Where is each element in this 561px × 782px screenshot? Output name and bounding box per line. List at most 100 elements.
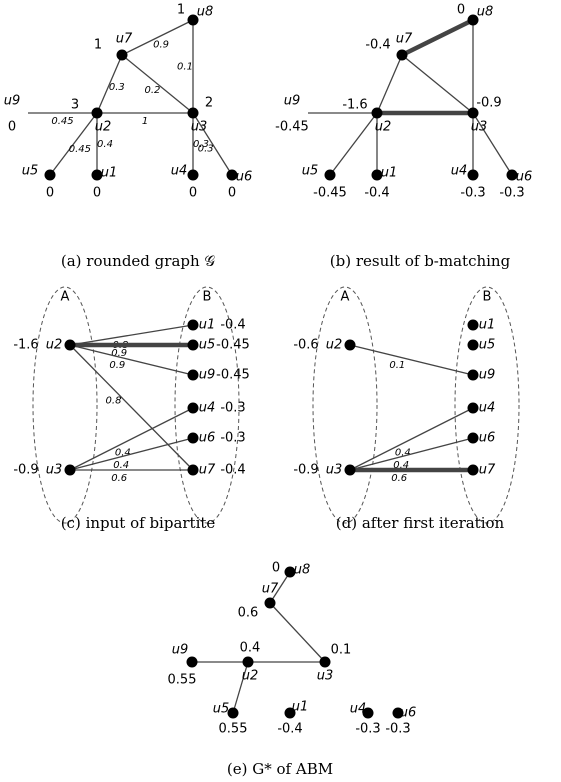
edge-weight: 0.4 <box>393 460 409 471</box>
node <box>187 319 199 331</box>
node-value: 0 <box>93 186 101 201</box>
node-value: -0.45 <box>216 338 250 353</box>
edge <box>472 112 513 176</box>
node-label: u3 <box>471 120 488 135</box>
node <box>186 656 198 668</box>
node-label: u5 <box>479 338 496 353</box>
edge-weight: 0.3 <box>109 82 125 93</box>
node <box>284 707 296 719</box>
node-label: u4 <box>479 401 496 416</box>
node-value: 3 <box>71 98 79 113</box>
node <box>344 339 356 351</box>
edge-weight: 0.45 <box>51 116 73 127</box>
node-label: u6 <box>516 170 533 185</box>
node-label: u9 <box>4 94 21 109</box>
node <box>226 169 238 181</box>
node-label: u8 <box>477 5 494 20</box>
edge <box>349 437 474 471</box>
node <box>227 707 239 719</box>
node-label: u3 <box>326 463 343 478</box>
edge <box>401 54 474 114</box>
node <box>506 169 518 181</box>
node-value: 0.6 <box>238 606 259 621</box>
node-value: -0.4 <box>277 722 302 737</box>
node-label: u5 <box>302 164 319 179</box>
node-value: -0.9 <box>476 96 501 111</box>
node <box>319 656 331 668</box>
node <box>116 49 128 61</box>
node-value: -0.3 <box>460 186 485 201</box>
node-value: -0.3 <box>220 401 245 416</box>
node <box>362 707 374 719</box>
edge <box>69 344 194 376</box>
edge-weight: 0.6 <box>391 473 407 484</box>
node-label: u9 <box>172 643 189 658</box>
node <box>264 597 276 609</box>
node-label: u4 <box>451 164 468 179</box>
node <box>467 169 479 181</box>
edge-weight: 0.4 <box>395 447 411 458</box>
node-label: u8 <box>294 563 311 578</box>
edge <box>269 571 291 604</box>
caption: (a) rounded graph 𝒢 <box>61 252 216 270</box>
node-value: -0.3 <box>499 186 524 201</box>
node <box>467 402 479 414</box>
node <box>64 464 76 476</box>
edge-weight: 0.4 <box>115 447 131 458</box>
edge <box>376 54 403 114</box>
edge-weight: 0.9 <box>109 360 125 371</box>
node-value: -0.45 <box>216 368 250 383</box>
node-label: u7 <box>199 463 216 478</box>
node-label: u9 <box>284 94 301 109</box>
edge-weight: 0.8 <box>106 396 122 407</box>
node-value: 0 <box>189 186 197 201</box>
edge-weight: 0.3 <box>193 139 209 150</box>
edge <box>401 17 474 58</box>
node-value: -0.4 <box>364 186 389 201</box>
node-value: 0 <box>228 186 236 201</box>
edge-weight: 1 <box>142 116 148 127</box>
node-label: u5 <box>213 702 230 717</box>
node <box>187 432 199 444</box>
node-label: u2 <box>375 120 392 135</box>
node-label: u5 <box>22 164 39 179</box>
partition-label: A <box>341 290 350 305</box>
node <box>467 319 479 331</box>
node-label: u5 <box>199 338 216 353</box>
node <box>324 169 336 181</box>
node <box>64 339 76 351</box>
edge <box>96 54 123 114</box>
node-value: -0.3 <box>355 722 380 737</box>
node <box>187 339 199 351</box>
node-label: u2 <box>326 338 343 353</box>
edge <box>121 19 194 56</box>
node-value: -0.4 <box>220 318 245 333</box>
edge <box>232 661 249 714</box>
edge-weight: 0.9 <box>153 40 169 51</box>
edge <box>69 407 194 471</box>
node <box>467 14 479 26</box>
edge-weight: 0.4 <box>113 460 129 471</box>
node-label: u4 <box>199 401 216 416</box>
node <box>187 14 199 26</box>
partition <box>32 286 98 524</box>
node-label: u7 <box>116 32 133 47</box>
node <box>467 369 479 381</box>
node-label: u3 <box>317 669 334 684</box>
edge <box>69 437 194 471</box>
node-label: u1 <box>292 700 309 715</box>
node <box>91 107 103 119</box>
node-label: u1 <box>479 318 496 333</box>
edge <box>192 112 233 176</box>
node-label: u6 <box>236 170 253 185</box>
node-label: u8 <box>197 5 214 20</box>
node-value: 0.55 <box>219 722 248 737</box>
node-label: u4 <box>350 702 367 717</box>
node <box>187 169 199 181</box>
node <box>371 169 383 181</box>
caption: (b) result of b-matching <box>330 252 511 270</box>
edge-weight: 0.1 <box>177 62 193 73</box>
node-label: u6 <box>199 431 216 446</box>
node-label: u7 <box>262 582 279 597</box>
